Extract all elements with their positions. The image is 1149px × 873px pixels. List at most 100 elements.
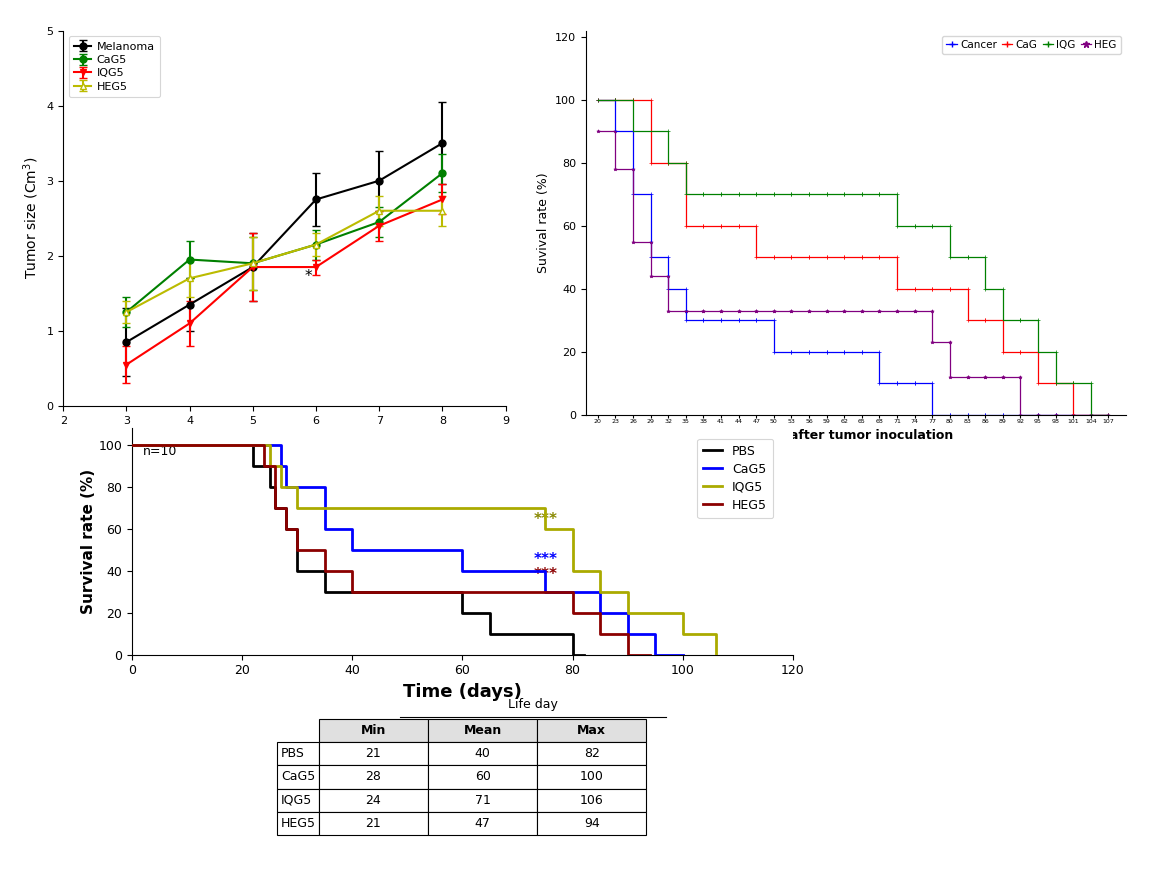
IQG5 <box>709 650 723 660</box>
IQG5 <box>125 439 139 450</box>
PBS <box>279 502 293 512</box>
PBS <box>318 587 332 597</box>
HEG5 <box>125 439 139 450</box>
Line: IQG5: IQG5 <box>132 444 716 655</box>
PBS <box>577 650 591 660</box>
IQG5 <box>565 566 579 576</box>
HEG5 <box>269 460 283 471</box>
CaG5 <box>455 545 469 555</box>
CaG5 <box>593 587 607 597</box>
CaG5 <box>455 566 469 576</box>
PBS <box>241 439 255 450</box>
HEG5 <box>538 587 552 597</box>
PBS <box>269 502 283 512</box>
CaG5 <box>318 481 332 491</box>
HEG5 <box>291 545 304 555</box>
HEG5 <box>565 587 579 597</box>
IQG5 <box>263 460 277 471</box>
HEG5 <box>593 629 607 639</box>
CaG5 <box>401 545 415 555</box>
Legend: PBS, CaG5, IQG5, HEG5: PBS, CaG5, IQG5, HEG5 <box>697 438 773 518</box>
PBS <box>246 439 260 450</box>
IQG5 <box>263 439 277 450</box>
Line: PBS: PBS <box>132 444 584 655</box>
PBS <box>279 524 293 534</box>
HEG5 <box>620 629 634 639</box>
Text: n=10: n=10 <box>144 445 178 458</box>
HEG5 <box>318 545 332 555</box>
IQG5 <box>318 502 332 512</box>
IQG5 <box>273 481 287 491</box>
IQG5 <box>346 502 360 512</box>
IQG5 <box>291 502 304 512</box>
IQG5 <box>648 608 662 618</box>
CaG5 <box>346 545 360 555</box>
PBS <box>565 629 579 639</box>
IQG5 <box>703 629 717 639</box>
IQG5 <box>676 608 689 618</box>
CaG5 <box>648 650 662 660</box>
CaG5 <box>401 545 415 555</box>
Text: *: * <box>304 269 313 285</box>
CaG5 <box>257 439 271 450</box>
CaG5 <box>565 587 579 597</box>
Y-axis label: Survival rate (%): Survival rate (%) <box>80 469 95 614</box>
IQG5 <box>648 608 662 618</box>
Line: HEG5: HEG5 <box>132 444 649 655</box>
HEG5 <box>241 439 255 450</box>
PBS <box>577 650 591 660</box>
HEG5 <box>257 439 271 450</box>
Text: ***: *** <box>534 512 558 527</box>
CaG5 <box>593 608 607 618</box>
Y-axis label: Tumor size (Cm$^3$): Tumor size (Cm$^3$) <box>21 157 41 279</box>
CaG5 <box>620 629 634 639</box>
HEG5 <box>642 650 656 660</box>
CaG5 <box>125 439 139 450</box>
CaG5 <box>318 524 332 534</box>
IQG5 <box>709 629 723 639</box>
PBS <box>510 629 524 639</box>
HEG5 <box>346 587 360 597</box>
PBS <box>241 439 255 450</box>
IQG5 <box>346 502 360 512</box>
CaG5 <box>263 439 277 450</box>
Legend: Cancer, CaG, IQG, HEG: Cancer, CaG, IQG, HEG <box>942 36 1120 54</box>
PBS <box>269 481 283 491</box>
CaG5 <box>565 587 579 597</box>
IQG5 <box>538 502 552 512</box>
IQG5 <box>593 566 607 576</box>
CaG5 <box>346 524 360 534</box>
PBS <box>538 629 552 639</box>
IQG5 <box>510 502 524 512</box>
HEG5 <box>318 566 332 576</box>
Line: CaG5: CaG5 <box>132 444 683 655</box>
PBS <box>483 608 496 618</box>
HEG5 <box>241 439 255 450</box>
HEG5 <box>565 608 579 618</box>
CaG5 <box>273 460 287 471</box>
PBS <box>455 587 469 597</box>
X-axis label: Day after tumor inoculation: Day after tumor inoculation <box>758 430 954 443</box>
CaG5 <box>538 566 552 576</box>
X-axis label: Time (days): Time (days) <box>403 683 522 701</box>
PBS <box>125 439 139 450</box>
CaG5 <box>279 460 293 471</box>
HEG5 <box>593 608 607 618</box>
PBS <box>483 629 496 639</box>
PBS <box>346 587 360 597</box>
HEG5 <box>291 524 304 534</box>
PBS <box>246 460 260 471</box>
Text: ***: *** <box>534 567 558 582</box>
CaG5 <box>279 481 293 491</box>
IQG5 <box>273 460 287 471</box>
CaG5 <box>263 439 277 450</box>
PBS <box>263 481 277 491</box>
PBS <box>565 650 579 660</box>
IQG5 <box>593 587 607 597</box>
PBS <box>538 629 552 639</box>
HEG5 <box>642 650 656 660</box>
HEG5 <box>346 566 360 576</box>
CaG5 <box>538 587 552 597</box>
PBS <box>263 460 277 471</box>
IQG5 <box>538 524 552 534</box>
